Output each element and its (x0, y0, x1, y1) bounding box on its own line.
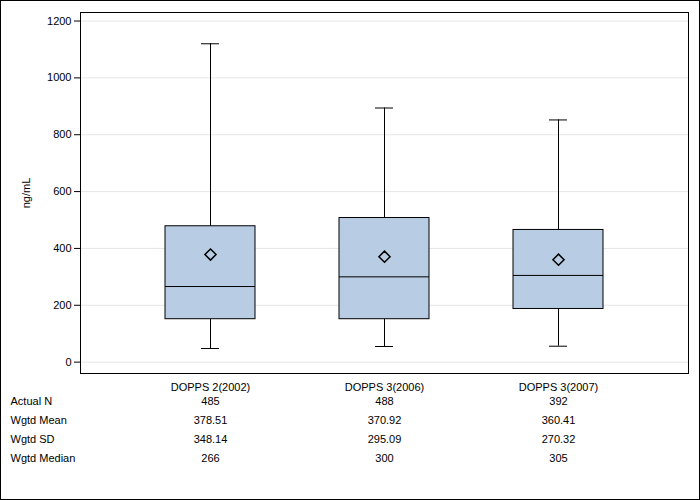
svg-text:400: 400 (53, 242, 71, 254)
svg-text:1200: 1200 (47, 15, 71, 27)
svg-text:600: 600 (53, 185, 71, 197)
svg-text:DOPPS 3(2007): DOPPS 3(2007) (519, 381, 598, 393)
svg-text:360.41: 360.41 (542, 414, 576, 426)
svg-text:200: 200 (53, 299, 71, 311)
svg-text:485: 485 (201, 395, 219, 407)
svg-text:392: 392 (549, 395, 567, 407)
svg-text:266: 266 (201, 452, 219, 464)
svg-text:0: 0 (65, 356, 71, 368)
svg-text:295.09: 295.09 (368, 433, 402, 445)
svg-text:Wgtd SD: Wgtd SD (11, 433, 55, 445)
svg-text:305: 305 (549, 452, 567, 464)
svg-text:800: 800 (53, 128, 71, 140)
svg-text:1000: 1000 (47, 71, 71, 83)
svg-text:378.51: 378.51 (194, 414, 228, 426)
svg-text:Actual N: Actual N (11, 395, 53, 407)
svg-text:DOPPS 2(2002): DOPPS 2(2002) (171, 381, 250, 393)
svg-text:348.14: 348.14 (194, 433, 228, 445)
svg-text:ng/mL: ng/mL (20, 178, 32, 209)
svg-text:270.32: 270.32 (542, 433, 576, 445)
svg-text:Wgtd Mean: Wgtd Mean (11, 414, 67, 426)
svg-text:488: 488 (375, 395, 393, 407)
svg-text:Wgtd Median: Wgtd Median (11, 452, 76, 464)
svg-text:300: 300 (375, 452, 393, 464)
svg-text:DOPPS 3(2006): DOPPS 3(2006) (345, 381, 424, 393)
svg-text:370.92: 370.92 (368, 414, 402, 426)
